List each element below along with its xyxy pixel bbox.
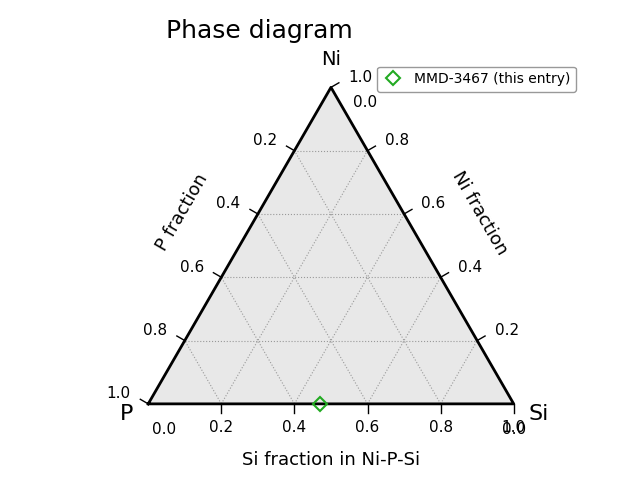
Text: 1.0: 1.0 <box>502 420 526 435</box>
Text: 0.2: 0.2 <box>495 323 518 338</box>
Text: P: P <box>120 404 134 424</box>
Text: P fraction: P fraction <box>154 171 212 254</box>
Text: 0.0: 0.0 <box>353 95 377 109</box>
Text: 0.4: 0.4 <box>458 260 482 275</box>
Text: 0.8: 0.8 <box>143 323 168 338</box>
Text: 0.2: 0.2 <box>209 420 234 435</box>
Text: 0.0: 0.0 <box>152 422 176 437</box>
Text: 0.4: 0.4 <box>216 196 241 211</box>
Text: Si: Si <box>529 404 548 424</box>
Text: 0.0: 0.0 <box>502 422 526 437</box>
Text: 0.6: 0.6 <box>180 260 204 275</box>
Text: Si fraction in Ni-P-Si: Si fraction in Ni-P-Si <box>242 451 420 469</box>
Text: 0.8: 0.8 <box>429 420 452 435</box>
Text: Ni: Ni <box>321 50 341 69</box>
Text: 1.0: 1.0 <box>348 70 372 85</box>
Text: Ni fraction: Ni fraction <box>448 168 511 258</box>
Text: 0.2: 0.2 <box>253 133 277 148</box>
Text: 0.4: 0.4 <box>282 420 307 435</box>
Legend: MMD-3467 (this entry): MMD-3467 (this entry) <box>377 67 576 92</box>
Text: 0.6: 0.6 <box>422 196 445 211</box>
Text: Phase diagram: Phase diagram <box>166 20 353 44</box>
Text: 0.6: 0.6 <box>355 420 380 435</box>
Polygon shape <box>148 87 514 404</box>
Text: 0.8: 0.8 <box>385 133 409 148</box>
Text: 1.0: 1.0 <box>107 386 131 401</box>
